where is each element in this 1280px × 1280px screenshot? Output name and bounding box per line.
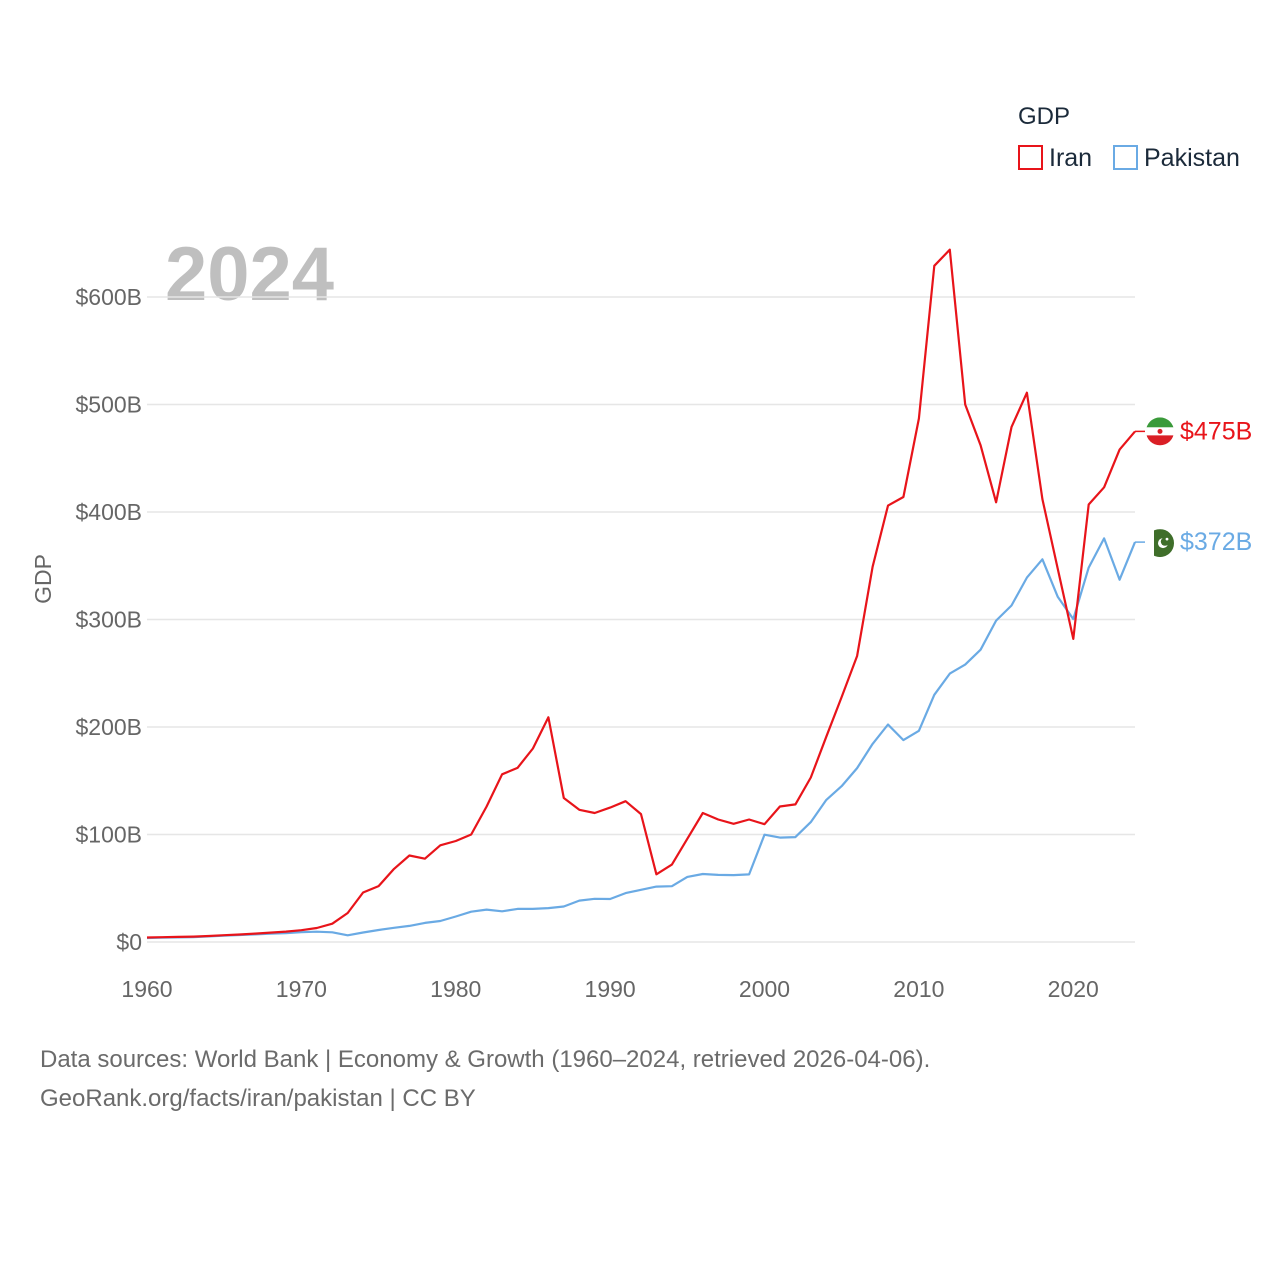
legend-swatch-pakistan bbox=[1113, 145, 1138, 170]
y-tick-label-100: $100B bbox=[75, 822, 142, 848]
iran-flag-stripes bbox=[1146, 417, 1174, 446]
data-source-caption: Data sources: World Bank | Economy & Gro… bbox=[40, 1040, 1240, 1118]
legend-item-pakistan[interactable]: Pakistan bbox=[1113, 144, 1240, 172]
pakistan-flag-white bbox=[1146, 529, 1154, 558]
x-tick-label-2000: 2000 bbox=[739, 976, 790, 1002]
legend-swatch-iran bbox=[1018, 145, 1043, 170]
x-tick-label-1990: 1990 bbox=[585, 976, 636, 1002]
y-tick-label-200: $200B bbox=[75, 714, 142, 740]
legend-title: GDP bbox=[1018, 103, 1070, 130]
y-axis-ticks: $0 $100B $200B $300B $400B $500B $600B bbox=[75, 284, 142, 955]
series-line-pakistan bbox=[146, 537, 1137, 940]
pakistan-flag-icon bbox=[1146, 529, 1174, 558]
end-value-label-iran: $475B bbox=[1180, 417, 1252, 445]
y-tick-label-400: $400B bbox=[75, 499, 142, 525]
y-tick-label-600: $600B bbox=[75, 284, 142, 310]
pakistan-flag-star bbox=[1165, 537, 1169, 541]
series-line-iran bbox=[146, 248, 1136, 939]
x-tick-label-1970: 1970 bbox=[276, 976, 327, 1002]
legend-item-iran[interactable]: Iran bbox=[1018, 144, 1092, 172]
x-axis-ticks: 1960 1970 1980 1990 2000 2010 2020 bbox=[121, 976, 1098, 1002]
iran-flag-red bbox=[1146, 435, 1174, 446]
caption-line-1: Data sources: World Bank | Economy & Gro… bbox=[40, 1046, 931, 1073]
caption-line-2[interactable]: GeoRank.org/facts/iran/pakistan | CC BY bbox=[40, 1085, 476, 1112]
series-lines bbox=[146, 248, 1137, 940]
legend-label-iran: Iran bbox=[1049, 144, 1092, 172]
y-tick-label-0: $0 bbox=[116, 929, 142, 955]
y-tick-label-300: $300B bbox=[75, 607, 142, 633]
end-value-label-pakistan: $372B bbox=[1180, 528, 1252, 556]
pakistan-flag-body bbox=[1146, 529, 1174, 558]
x-tick-label-1980: 1980 bbox=[430, 976, 481, 1002]
end-labels: $475B $372B bbox=[1135, 417, 1252, 558]
year-watermark: 2024 bbox=[165, 232, 334, 317]
iran-flag-emblem bbox=[1157, 428, 1163, 434]
legend: GDP Iran Pakistan bbox=[1018, 103, 1240, 172]
y-tick-label-500: $500B bbox=[75, 392, 142, 418]
gridlines bbox=[147, 296, 1135, 943]
iran-flag-icon bbox=[1146, 417, 1174, 446]
legend-label-pakistan: Pakistan bbox=[1144, 144, 1240, 172]
x-tick-label-1960: 1960 bbox=[121, 976, 172, 1002]
x-tick-label-2020: 2020 bbox=[1048, 976, 1099, 1002]
iran-flag-green bbox=[1146, 417, 1174, 428]
x-tick-label-2010: 2010 bbox=[893, 976, 944, 1002]
y-axis-label: GDP bbox=[30, 554, 56, 604]
